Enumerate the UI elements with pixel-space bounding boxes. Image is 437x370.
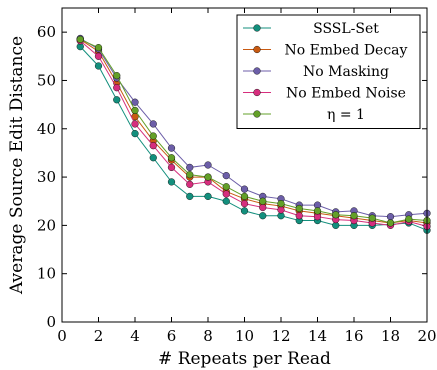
legend-label: No Embed Noise (286, 86, 406, 102)
y-axis-title: Average Source Edit Distance (7, 36, 27, 295)
data-point (368, 214, 376, 222)
data-point (94, 52, 103, 60)
data-point (113, 72, 121, 80)
data-point (167, 154, 176, 162)
data-point (350, 212, 358, 220)
legend: SSSL-Set No Embed Decay No Masking No Embed… (236, 14, 421, 129)
data-point (277, 200, 285, 208)
series-1 (76, 35, 431, 227)
plot-frame (61, 7, 428, 323)
x-axis-title: # Repeats per Read (158, 349, 331, 369)
data-point (131, 106, 139, 115)
data-point (76, 35, 84, 44)
x-tick-label: 14 (308, 327, 327, 345)
data-point (167, 178, 176, 186)
data-point (240, 192, 249, 201)
data-point (204, 161, 212, 169)
legend-label: No Masking (303, 64, 389, 80)
data-point (94, 62, 103, 70)
series-layer (76, 34, 431, 234)
data-point (240, 200, 249, 208)
x-tick-label: 8 (203, 327, 213, 345)
legend-label: No Embed Decay (285, 43, 408, 59)
data-point (149, 120, 157, 128)
x-tick-label: 20 (417, 327, 436, 345)
data-point (186, 192, 194, 201)
x-tick-label: 0 (57, 327, 67, 345)
ticks-layer: 0 2 4 6 8 10 12 14 16 18 20 0 10 20 30 40 50 60 (37, 8, 437, 345)
y-tick-label: 10 (37, 265, 56, 283)
x-tick-label: 12 (271, 327, 290, 345)
y-tick-label: 20 (37, 216, 56, 234)
data-point (167, 163, 176, 172)
data-point (222, 190, 230, 198)
data-point (186, 163, 194, 172)
y-tick-label: 60 (37, 23, 56, 41)
data-point (167, 144, 176, 152)
legend-swatch-marker (253, 110, 261, 118)
data-point (222, 172, 230, 180)
y-tick-label: 50 (37, 71, 56, 89)
y-tick-label: 0 (46, 313, 56, 331)
legend-entry: No Embed Noise (243, 86, 406, 102)
x-tick-label: 4 (130, 327, 140, 345)
data-point (113, 96, 121, 104)
data-point (186, 180, 194, 188)
data-point (295, 204, 303, 213)
data-point (240, 185, 249, 193)
y-tick-label: 40 (37, 120, 56, 138)
legend-swatch-marker (253, 88, 261, 97)
x-tick-label: 10 (235, 327, 254, 345)
data-point (131, 130, 139, 138)
data-point (149, 132, 157, 140)
data-point (313, 207, 322, 215)
data-point (149, 142, 157, 150)
legend-label: SSSL-Set (313, 21, 379, 37)
legend-swatch-marker (253, 45, 261, 54)
legend-entry: No Embed Decay (243, 43, 408, 59)
data-point (222, 197, 230, 205)
data-point (149, 154, 157, 162)
x-tick-label: 2 (94, 327, 104, 345)
data-point (277, 206, 285, 214)
data-point (386, 219, 395, 227)
legend-swatch-marker (253, 24, 261, 32)
legend-entry: SSSL-Set (243, 21, 379, 37)
data-point (259, 212, 267, 220)
data-point (204, 192, 212, 201)
data-point (295, 212, 303, 220)
legend-swatch-marker (253, 67, 261, 75)
data-point (222, 183, 230, 191)
data-point (405, 215, 413, 223)
data-point (94, 44, 103, 52)
data-point (131, 98, 139, 106)
data-point (259, 203, 267, 212)
series-sssl-set (76, 43, 431, 234)
data-point (259, 197, 267, 205)
data-point (240, 207, 249, 215)
legend-entry: η = 1 (243, 107, 365, 123)
legend-entry: No Masking (243, 64, 389, 80)
x-tick-label: 18 (381, 327, 400, 345)
data-point (332, 211, 340, 219)
data-point (186, 171, 194, 179)
x-tick-label: 6 (167, 327, 177, 345)
data-point (204, 173, 212, 181)
data-point (386, 213, 395, 221)
x-tick-label: 16 (344, 327, 363, 345)
data-point (131, 120, 139, 128)
legend-label: η = 1 (327, 107, 365, 123)
data-point (113, 84, 121, 92)
legend-box (236, 14, 421, 129)
y-tick-label: 30 (37, 168, 56, 186)
